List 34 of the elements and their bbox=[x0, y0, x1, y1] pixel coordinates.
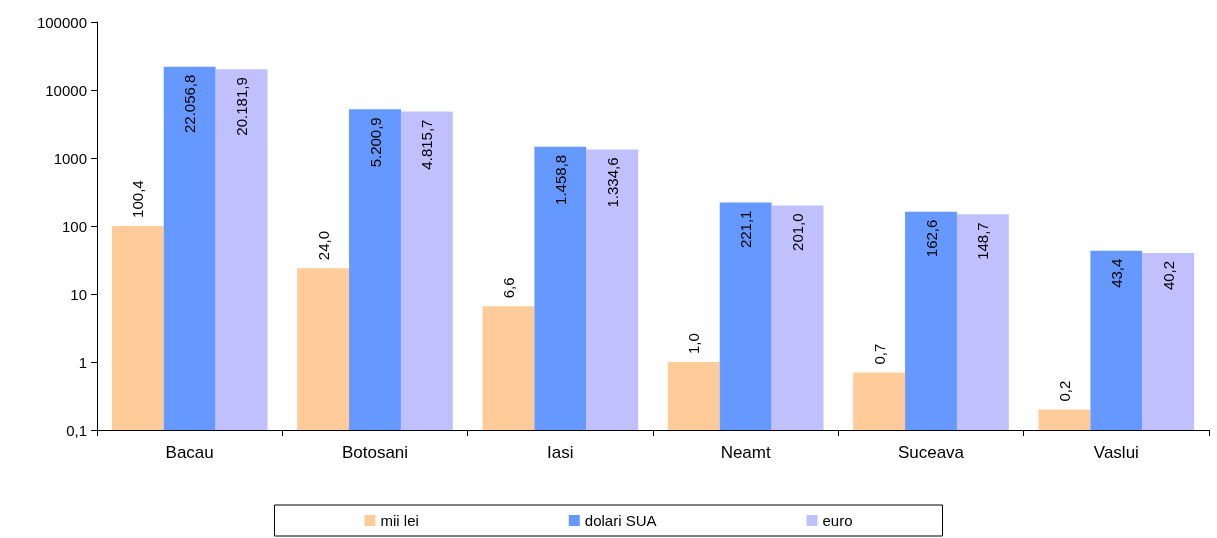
y-tick-label: 0,1 bbox=[66, 421, 87, 439]
legend-label: dolari SUA bbox=[584, 512, 657, 529]
data-label: 162,6 bbox=[922, 219, 940, 258]
data-label: 6,6 bbox=[499, 277, 517, 299]
data-label: 0,2 bbox=[1055, 380, 1073, 402]
x-tick-label: Suceava bbox=[897, 443, 965, 462]
y-tick-label: 100 bbox=[61, 217, 87, 235]
x-tick-label: Neamt bbox=[720, 443, 771, 462]
data-label: 4.815,7 bbox=[418, 119, 436, 170]
data-label: 20.181,9 bbox=[233, 77, 251, 136]
y-tick-label: 1 bbox=[78, 353, 87, 371]
data-label: 1,0 bbox=[685, 333, 703, 354]
data-label: 43,4 bbox=[1107, 258, 1125, 288]
data-label: 40,2 bbox=[1159, 260, 1177, 291]
x-tick-label: Vaslui bbox=[1093, 443, 1139, 462]
y-tick-label: 10 bbox=[70, 285, 87, 303]
data-label: 1.458,8 bbox=[551, 154, 569, 205]
x-tick-label: Botosani bbox=[341, 443, 409, 462]
y-tick-label: 100000 bbox=[36, 13, 87, 31]
data-label: 221,1 bbox=[737, 210, 755, 249]
data-label: 1.334,6 bbox=[603, 157, 621, 208]
data-label: 148,7 bbox=[974, 222, 992, 260]
data-label: 24,0 bbox=[314, 230, 332, 261]
data-label: 22.056,8 bbox=[181, 74, 199, 134]
legend-label: mii lei bbox=[380, 512, 419, 529]
data-label: 100,4 bbox=[129, 180, 147, 218]
x-tick-label: Iasi bbox=[547, 443, 574, 462]
y-tick-label: 1000 bbox=[53, 149, 87, 167]
data-label: 0,7 bbox=[870, 343, 888, 365]
data-label: 5.200,9 bbox=[366, 117, 384, 168]
x-tick-label: Bacau bbox=[165, 443, 214, 462]
y-tick-label: 10000 bbox=[45, 81, 87, 99]
legend-label: euro bbox=[822, 512, 853, 529]
data-label: 201,0 bbox=[789, 213, 807, 251]
